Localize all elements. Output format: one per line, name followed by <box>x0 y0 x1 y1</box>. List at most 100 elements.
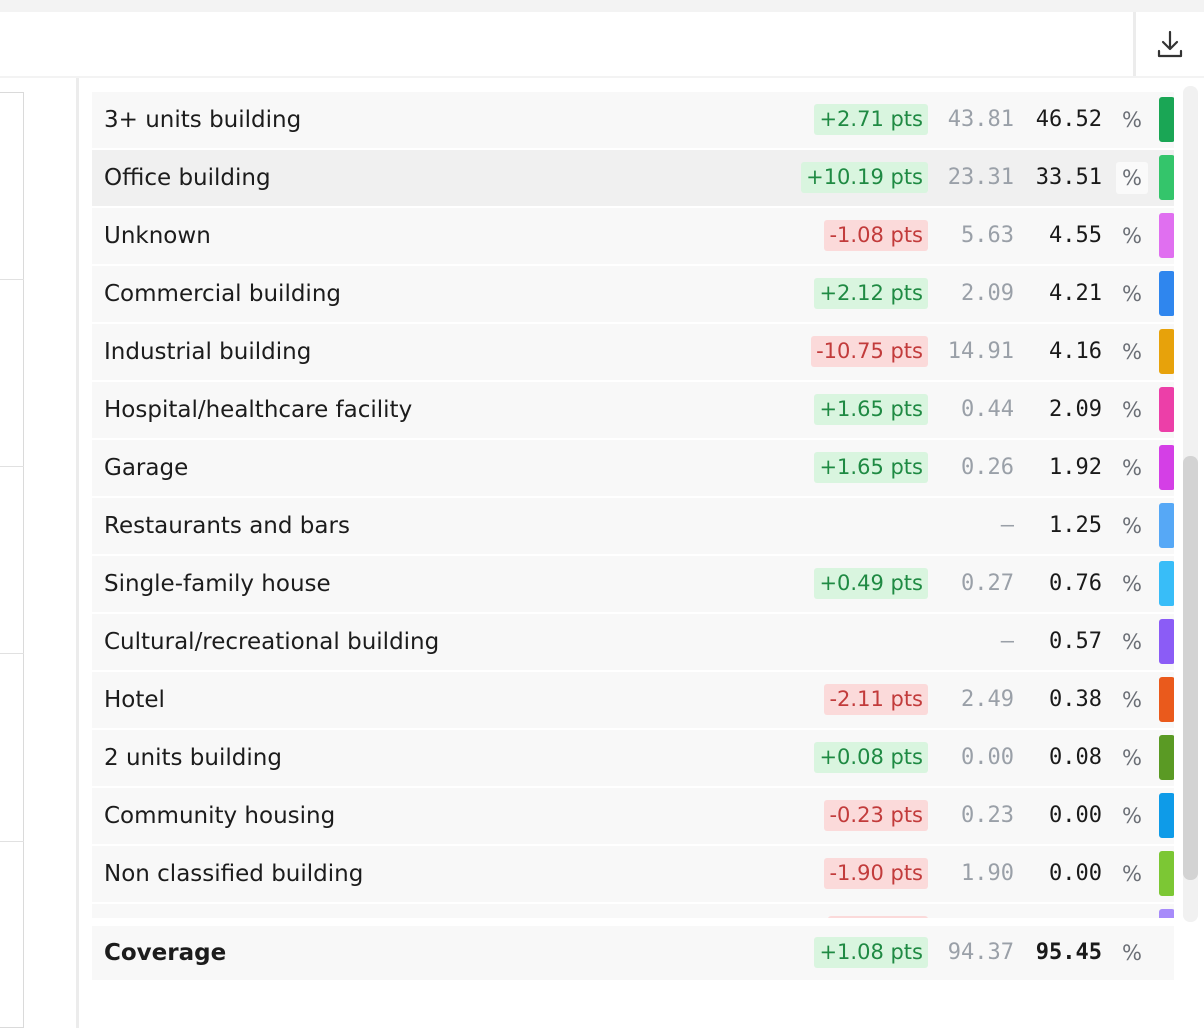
category-label: Cultural/recreational building <box>104 629 440 655</box>
category-label: Single-family house <box>104 571 331 597</box>
coverage-row: Coverage +1.08 pts 94.37 95.45 % <box>92 926 1174 980</box>
previous-value: 1.90 <box>961 861 1014 886</box>
unit-label: % <box>1122 282 1142 306</box>
previous-value: 0.23 <box>961 803 1014 828</box>
current-value: 0.57 <box>1049 629 1102 654</box>
unit-label: % <box>1122 862 1142 886</box>
category-label: Office building <box>104 165 271 191</box>
unit-label: % <box>1122 804 1142 828</box>
unit-label: % <box>1122 630 1142 654</box>
color-swatch <box>1159 213 1174 258</box>
left-card <box>0 92 24 1028</box>
list-item[interactable]: Community housing -0.23 pts 0.23 0.00% <box>92 788 1174 844</box>
download-icon <box>1157 30 1183 58</box>
current-value: 0.38 <box>1049 687 1102 712</box>
color-swatch <box>1159 735 1174 780</box>
list-item[interactable]: Industrial building -10.75 pts 14.91 4.16% <box>92 324 1174 380</box>
color-swatch <box>1159 97 1174 142</box>
unit-label: % <box>1116 162 1148 194</box>
download-button[interactable] <box>1133 12 1204 76</box>
coverage-label: Coverage <box>104 940 227 966</box>
unit-label: % <box>1122 746 1142 770</box>
current-value: 2.09 <box>1049 397 1102 422</box>
unit-label: % <box>1122 224 1142 248</box>
delta-badge: -2.11 pts <box>824 684 928 715</box>
previous-value: – <box>1000 513 1014 538</box>
unit-label: % <box>1122 340 1142 364</box>
category-label: 2 units building <box>104 745 282 771</box>
list-item[interactable]: Office building +10.19 pts 23.31 33.51% <box>92 150 1174 206</box>
current-value: 33.51 <box>1035 165 1102 190</box>
list-item[interactable]: Single-family house +0.49 pts 0.27 0.76% <box>92 556 1174 612</box>
breakdown-panel: 3+ units building +2.71 pts 43.81 46.52% Off… <box>79 78 1204 1028</box>
top-toolbar <box>0 12 1204 76</box>
color-swatch <box>1159 271 1174 316</box>
previous-value: 0.27 <box>961 571 1014 596</box>
current-value: 0.00 <box>1049 861 1102 886</box>
list-item[interactable]: Restaurants and bars – 1.25% <box>92 498 1174 554</box>
list-item[interactable]: 3+ units building +2.71 pts 43.81 46.52% <box>92 92 1174 148</box>
unit-label: % <box>1122 398 1142 422</box>
list-item[interactable]: Garage +1.65 pts 0.26 1.92% <box>92 440 1174 496</box>
previous-value: 0.00 <box>961 745 1014 770</box>
divider <box>0 841 24 842</box>
previous-value: – <box>1000 629 1014 654</box>
divider <box>0 279 24 280</box>
color-swatch <box>1159 793 1174 838</box>
current-value: 4.16 <box>1049 339 1102 364</box>
delta-badge <box>828 916 928 918</box>
current-value: 0.08 <box>1049 745 1102 770</box>
category-label: Community housing <box>104 803 336 829</box>
previous-value: 2.09 <box>961 281 1014 306</box>
current-value: 1.92 <box>1049 455 1102 480</box>
color-swatch <box>1159 445 1174 490</box>
list-item[interactable] <box>92 904 1174 918</box>
category-list[interactable]: 3+ units building +2.71 pts 43.81 46.52% Off… <box>92 92 1174 918</box>
color-swatch <box>1159 387 1174 432</box>
coverage-current-value: 95.45 <box>1035 940 1102 965</box>
category-label: 3+ units building <box>104 107 302 133</box>
unit-label: % <box>1122 456 1142 480</box>
category-label: Restaurants and bars <box>104 513 350 539</box>
previous-value: 0.44 <box>961 397 1014 422</box>
unit-label: % <box>1122 688 1142 712</box>
list-item[interactable]: Commercial building +2.12 pts 2.09 4.21% <box>92 266 1174 322</box>
list-item[interactable]: Cultural/recreational building – 0.57% <box>92 614 1174 670</box>
divider <box>0 653 24 654</box>
unit-label: % <box>1122 108 1142 132</box>
previous-value: 0.26 <box>961 455 1014 480</box>
category-label: Hotel <box>104 687 165 713</box>
category-label: Commercial building <box>104 281 341 307</box>
current-value: 1.25 <box>1049 513 1102 538</box>
delta-badge: +1.65 pts <box>814 452 928 483</box>
delta-badge: -0.23 pts <box>824 800 928 831</box>
delta-badge: -1.90 pts <box>824 858 928 889</box>
list-item[interactable]: Hospital/healthcare facility +1.65 pts 0.4… <box>92 382 1174 438</box>
delta-badge: +2.71 pts <box>814 104 928 135</box>
list-item[interactable]: Hotel -2.11 pts 2.49 0.38% <box>92 672 1174 728</box>
panel-separator[interactable] <box>76 78 79 1028</box>
color-swatch <box>1159 677 1174 722</box>
scrollbar-thumb[interactable] <box>1183 456 1198 880</box>
delta-badge: +0.49 pts <box>814 568 928 599</box>
previous-value: 14.91 <box>947 339 1014 364</box>
category-label: Non classified building <box>104 861 364 887</box>
previous-value: 5.63 <box>961 223 1014 248</box>
category-label: Industrial building <box>104 339 312 365</box>
unit-label: % <box>1122 572 1142 596</box>
category-label: Garage <box>104 455 189 481</box>
unit-label <box>1116 916 1148 918</box>
delta-badge: -10.75 pts <box>811 336 928 367</box>
current-value: 0.76 <box>1049 571 1102 596</box>
coverage-delta-badge: +1.08 pts <box>814 937 928 968</box>
color-swatch <box>1159 329 1174 374</box>
current-value: 4.21 <box>1049 281 1102 306</box>
current-value: 46.52 <box>1035 107 1102 132</box>
current-value: 4.55 <box>1049 223 1102 248</box>
delta-badge: -1.08 pts <box>824 220 928 251</box>
coverage-previous-value: 94.37 <box>947 940 1014 965</box>
color-swatch <box>1159 619 1174 664</box>
list-item[interactable]: Unknown -1.08 pts 5.63 4.55% <box>92 208 1174 264</box>
list-item[interactable]: 2 units building +0.08 pts 0.00 0.08% <box>92 730 1174 786</box>
list-item[interactable]: Non classified building -1.90 pts 1.90 0.00… <box>92 846 1174 902</box>
